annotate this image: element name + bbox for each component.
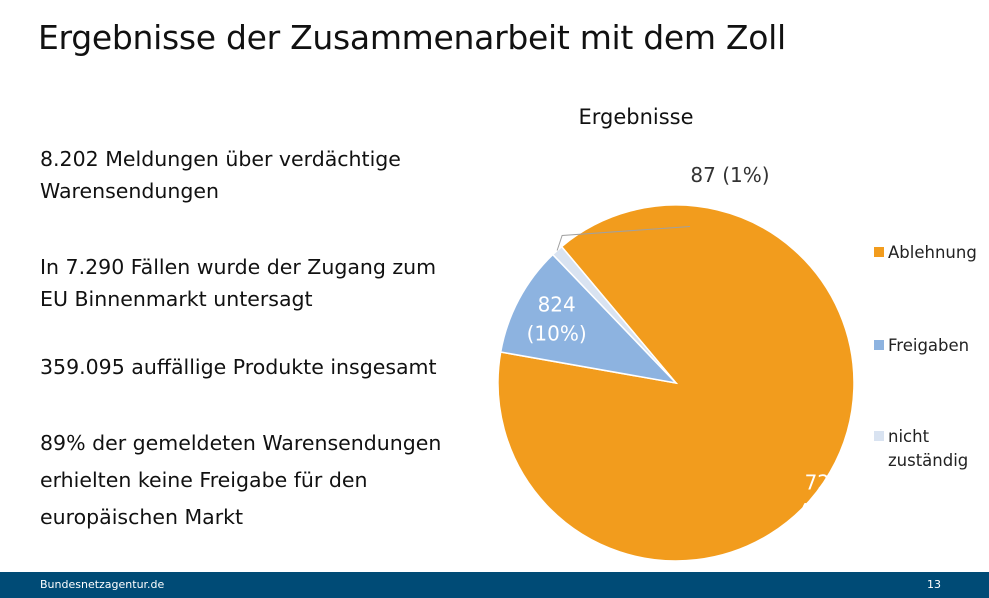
data-label-nicht-zust-ndig: 87 (1%) xyxy=(690,163,769,187)
bullet-meldungen: 8.202 Meldungen über verdächtige Warensen… xyxy=(40,147,401,203)
pie-slice-nicht-zust-ndig xyxy=(551,245,677,384)
page-title: Ergebnisse der Zusammenarbeit mit dem Zo… xyxy=(38,18,786,57)
data-value-ablehnung: 7290 xyxy=(805,470,856,494)
legend-label-ablehnung: Ablehnung xyxy=(888,243,977,262)
pie-chart: Ergebnisse 7290 (89%) 824 (10%) 87 (1%) Able… xyxy=(497,105,977,562)
chart-title: Ergebnisse xyxy=(578,105,693,129)
pie-slice-freigaben xyxy=(499,253,679,385)
footer-bar: Bundesnetzagentur.de 13 xyxy=(0,572,989,598)
page-number: 13 xyxy=(927,578,941,591)
leader-line-nicht-zust-ndig xyxy=(556,226,691,251)
bullet-produkte: 359.095 auffällige Produkte insgesamt xyxy=(40,355,437,379)
legend-swatch-ablehnung xyxy=(874,247,884,257)
bullet-keine-freigabe: 89% der gemeldeten Warensendungen erhielt… xyxy=(40,431,442,529)
data-percent-ablehnung: (89%) xyxy=(800,499,860,523)
data-percent-freigaben: (10%) xyxy=(527,321,587,345)
legend-label-nicht-zust-ndig: nicht zuständig xyxy=(888,427,968,470)
legend-swatch-nicht-zust-ndig xyxy=(874,431,884,441)
bullet-untersagt: In 7.290 Fällen wurde der Zugang zum EU B… xyxy=(40,255,437,311)
legend-swatch-freigaben xyxy=(874,340,884,350)
footer-site: Bundesnetzagentur.de xyxy=(40,578,165,591)
legend-label-freigaben: Freigaben xyxy=(888,336,969,355)
data-value-freigaben: 824 xyxy=(538,292,576,316)
